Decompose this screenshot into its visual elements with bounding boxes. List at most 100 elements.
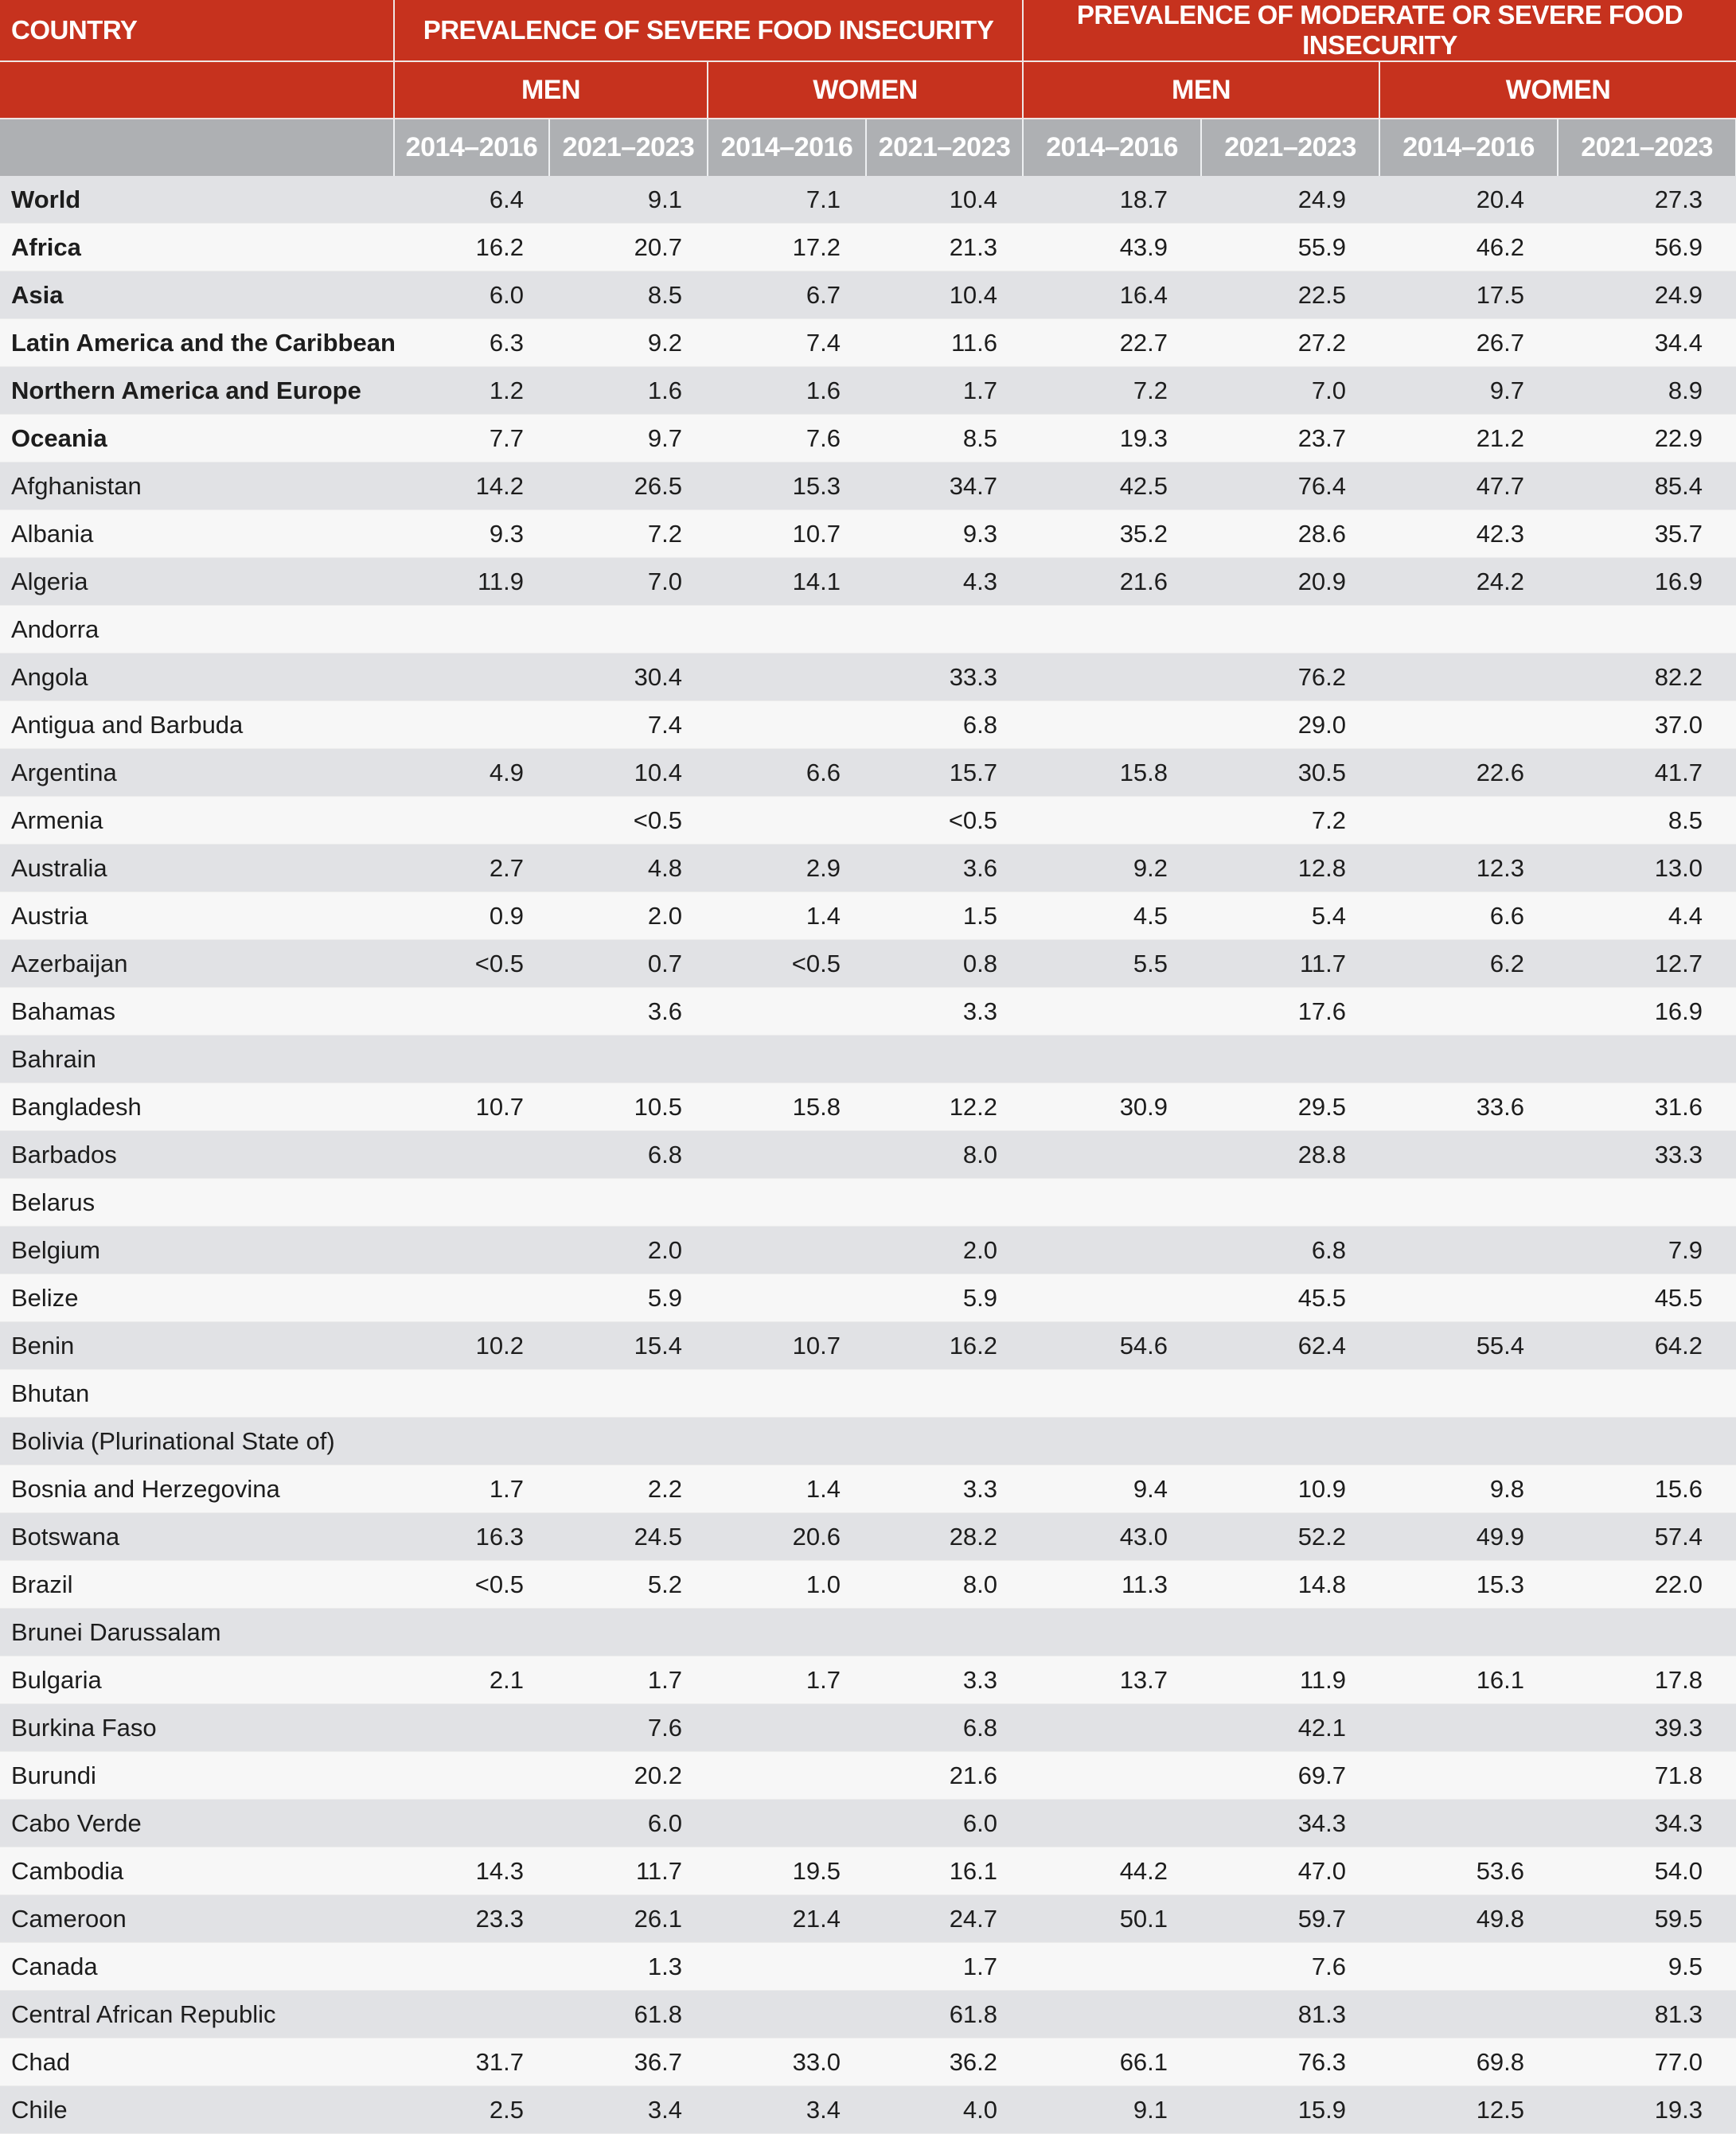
value-cell: 1.7 xyxy=(549,1656,708,1704)
value-cell: 16.1 xyxy=(866,1847,1024,1895)
country-name: Argentina xyxy=(0,748,394,797)
country-column-header[interactable]: COUNTRY xyxy=(0,0,395,62)
group-header-severe: PREVALENCE OF SEVERE FOOD INSECURITY xyxy=(394,0,1024,62)
value-cell xyxy=(394,653,549,701)
country-row: Canada 1.3 1.7 7.6 9.5 xyxy=(0,1942,1736,1991)
value-cell: 27.2 xyxy=(1201,318,1380,367)
country-row: Benin 10.2 15.4 10.7 16.2 54.6 62.4 55.4 64.2 xyxy=(0,1321,1736,1370)
period-header[interactable]: 2014–2016 xyxy=(708,119,867,176)
value-cell xyxy=(549,1035,708,1083)
value-cell: 55.4 xyxy=(1379,1321,1558,1370)
country-row: Armenia <0.5 <0.5 7.2 8.5 xyxy=(0,796,1736,845)
value-cell xyxy=(1201,1417,1380,1465)
value-cell xyxy=(866,605,1024,653)
value-cell: 19.3 xyxy=(1023,414,1202,462)
value-cell: 52.2 xyxy=(1201,1512,1380,1561)
aggregate-row: Asia 6.0 8.5 6.7 10.4 16.4 22.5 17.5 24.9 xyxy=(0,271,1736,319)
header-row-periods: 2014–2016 2021–2023 2014–2016 2021–2023 … xyxy=(0,119,1736,176)
value-cell: 12.7 xyxy=(1558,939,1736,988)
value-cell xyxy=(708,1178,866,1227)
value-cell: 4.4 xyxy=(1558,891,1736,940)
value-cell: 17.5 xyxy=(1379,271,1558,319)
value-cell: 17.2 xyxy=(708,223,866,271)
value-cell: 69.8 xyxy=(1379,2038,1558,2086)
value-cell xyxy=(1379,1035,1558,1083)
value-cell: 27.3 xyxy=(1558,176,1736,224)
value-cell: 9.8 xyxy=(1379,1465,1558,1513)
value-cell: 0.7 xyxy=(549,939,708,988)
value-cell: 10.4 xyxy=(549,748,708,797)
value-cell: 9.1 xyxy=(549,176,708,224)
value-cell: 33.3 xyxy=(866,653,1024,701)
period-header[interactable]: 2014–2016 xyxy=(394,119,550,176)
value-cell xyxy=(1023,987,1202,1036)
value-cell: 4.5 xyxy=(1023,891,1202,940)
value-cell: 45.5 xyxy=(1201,1274,1380,1322)
value-cell xyxy=(1023,1942,1202,1991)
value-cell: 42.3 xyxy=(1379,509,1558,558)
value-cell: 24.7 xyxy=(866,1894,1024,1943)
header-row-groups: COUNTRY PREVALENCE OF SEVERE FOOD INSECU… xyxy=(0,0,1736,62)
sex-header-moderate-men: MEN xyxy=(1023,61,1381,119)
value-cell xyxy=(394,1990,549,2038)
value-cell xyxy=(1023,1799,1202,1847)
country-name: Northern America and Europe xyxy=(0,366,394,415)
value-cell: 46.2 xyxy=(1379,223,1558,271)
value-cell xyxy=(1379,987,1558,1036)
country-row: Albania 9.3 7.2 10.7 9.3 35.2 28.6 42.3 35.7 xyxy=(0,509,1736,558)
value-cell xyxy=(1023,1130,1202,1179)
value-cell xyxy=(866,1178,1024,1227)
value-cell: 8.5 xyxy=(1558,796,1736,845)
value-cell xyxy=(394,1608,549,1656)
value-cell: 43.9 xyxy=(1023,223,1202,271)
value-cell: <0.5 xyxy=(708,939,866,988)
value-cell: 15.4 xyxy=(549,1321,708,1370)
value-cell xyxy=(1023,1369,1202,1418)
value-cell: 56.9 xyxy=(1558,223,1736,271)
value-cell: 1.4 xyxy=(708,891,866,940)
value-cell: 1.7 xyxy=(866,366,1024,415)
period-header[interactable]: 2021–2023 xyxy=(1201,119,1381,176)
country-row: Bahamas 3.6 3.3 17.6 16.9 xyxy=(0,987,1736,1036)
period-header[interactable]: 2014–2016 xyxy=(1379,119,1559,176)
value-cell: 3.3 xyxy=(866,1656,1024,1704)
period-header[interactable]: 2014–2016 xyxy=(1023,119,1203,176)
value-cell xyxy=(708,1130,866,1179)
value-cell: 34.3 xyxy=(1558,1799,1736,1847)
value-cell xyxy=(549,1369,708,1418)
country-row: Brazil <0.5 5.2 1.0 8.0 11.3 14.8 15.3 22.0 xyxy=(0,1560,1736,1609)
period-header[interactable]: 2021–2023 xyxy=(1558,119,1736,176)
value-cell: 4.3 xyxy=(866,557,1024,606)
value-cell: 21.3 xyxy=(866,223,1024,271)
country-row: Afghanistan 14.2 26.5 15.3 34.7 42.5 76.4 47.7 8… xyxy=(0,462,1736,510)
value-cell: 3.6 xyxy=(549,987,708,1036)
value-cell: 12.8 xyxy=(1201,844,1380,892)
country-name: Bangladesh xyxy=(0,1083,394,1131)
value-cell: 9.3 xyxy=(394,509,549,558)
value-cell: 29.0 xyxy=(1201,700,1380,749)
value-cell xyxy=(1379,1608,1558,1656)
value-cell: 2.5 xyxy=(394,2085,549,2134)
country-row: Belize 5.9 5.9 45.5 45.5 xyxy=(0,1274,1736,1322)
header-row-sex: MEN WOMEN MEN WOMEN xyxy=(0,61,1736,119)
country-name: Afghanistan xyxy=(0,462,394,510)
value-cell xyxy=(1379,1942,1558,1991)
value-cell xyxy=(708,1274,866,1322)
value-cell: 2.2 xyxy=(549,1465,708,1513)
value-cell: 6.0 xyxy=(394,271,549,319)
value-cell xyxy=(1558,1417,1736,1465)
value-cell: 3.4 xyxy=(708,2085,866,2134)
value-cell xyxy=(549,1417,708,1465)
value-cell: 4.8 xyxy=(549,844,708,892)
value-cell: 22.5 xyxy=(1201,271,1380,319)
value-cell xyxy=(1023,653,1202,701)
period-header[interactable]: 2021–2023 xyxy=(866,119,1024,176)
aggregate-row: Africa 16.2 20.7 17.2 21.3 43.9 55.9 46.2 56.9 xyxy=(0,223,1736,271)
value-cell: 76.3 xyxy=(1201,2038,1380,2086)
country-name: Bulgaria xyxy=(0,1656,394,1704)
value-cell xyxy=(1379,1130,1558,1179)
country-name: Brazil xyxy=(0,1560,394,1609)
value-cell: <0.5 xyxy=(549,796,708,845)
period-header[interactable]: 2021–2023 xyxy=(549,119,708,176)
value-cell: 76.4 xyxy=(1201,462,1380,510)
